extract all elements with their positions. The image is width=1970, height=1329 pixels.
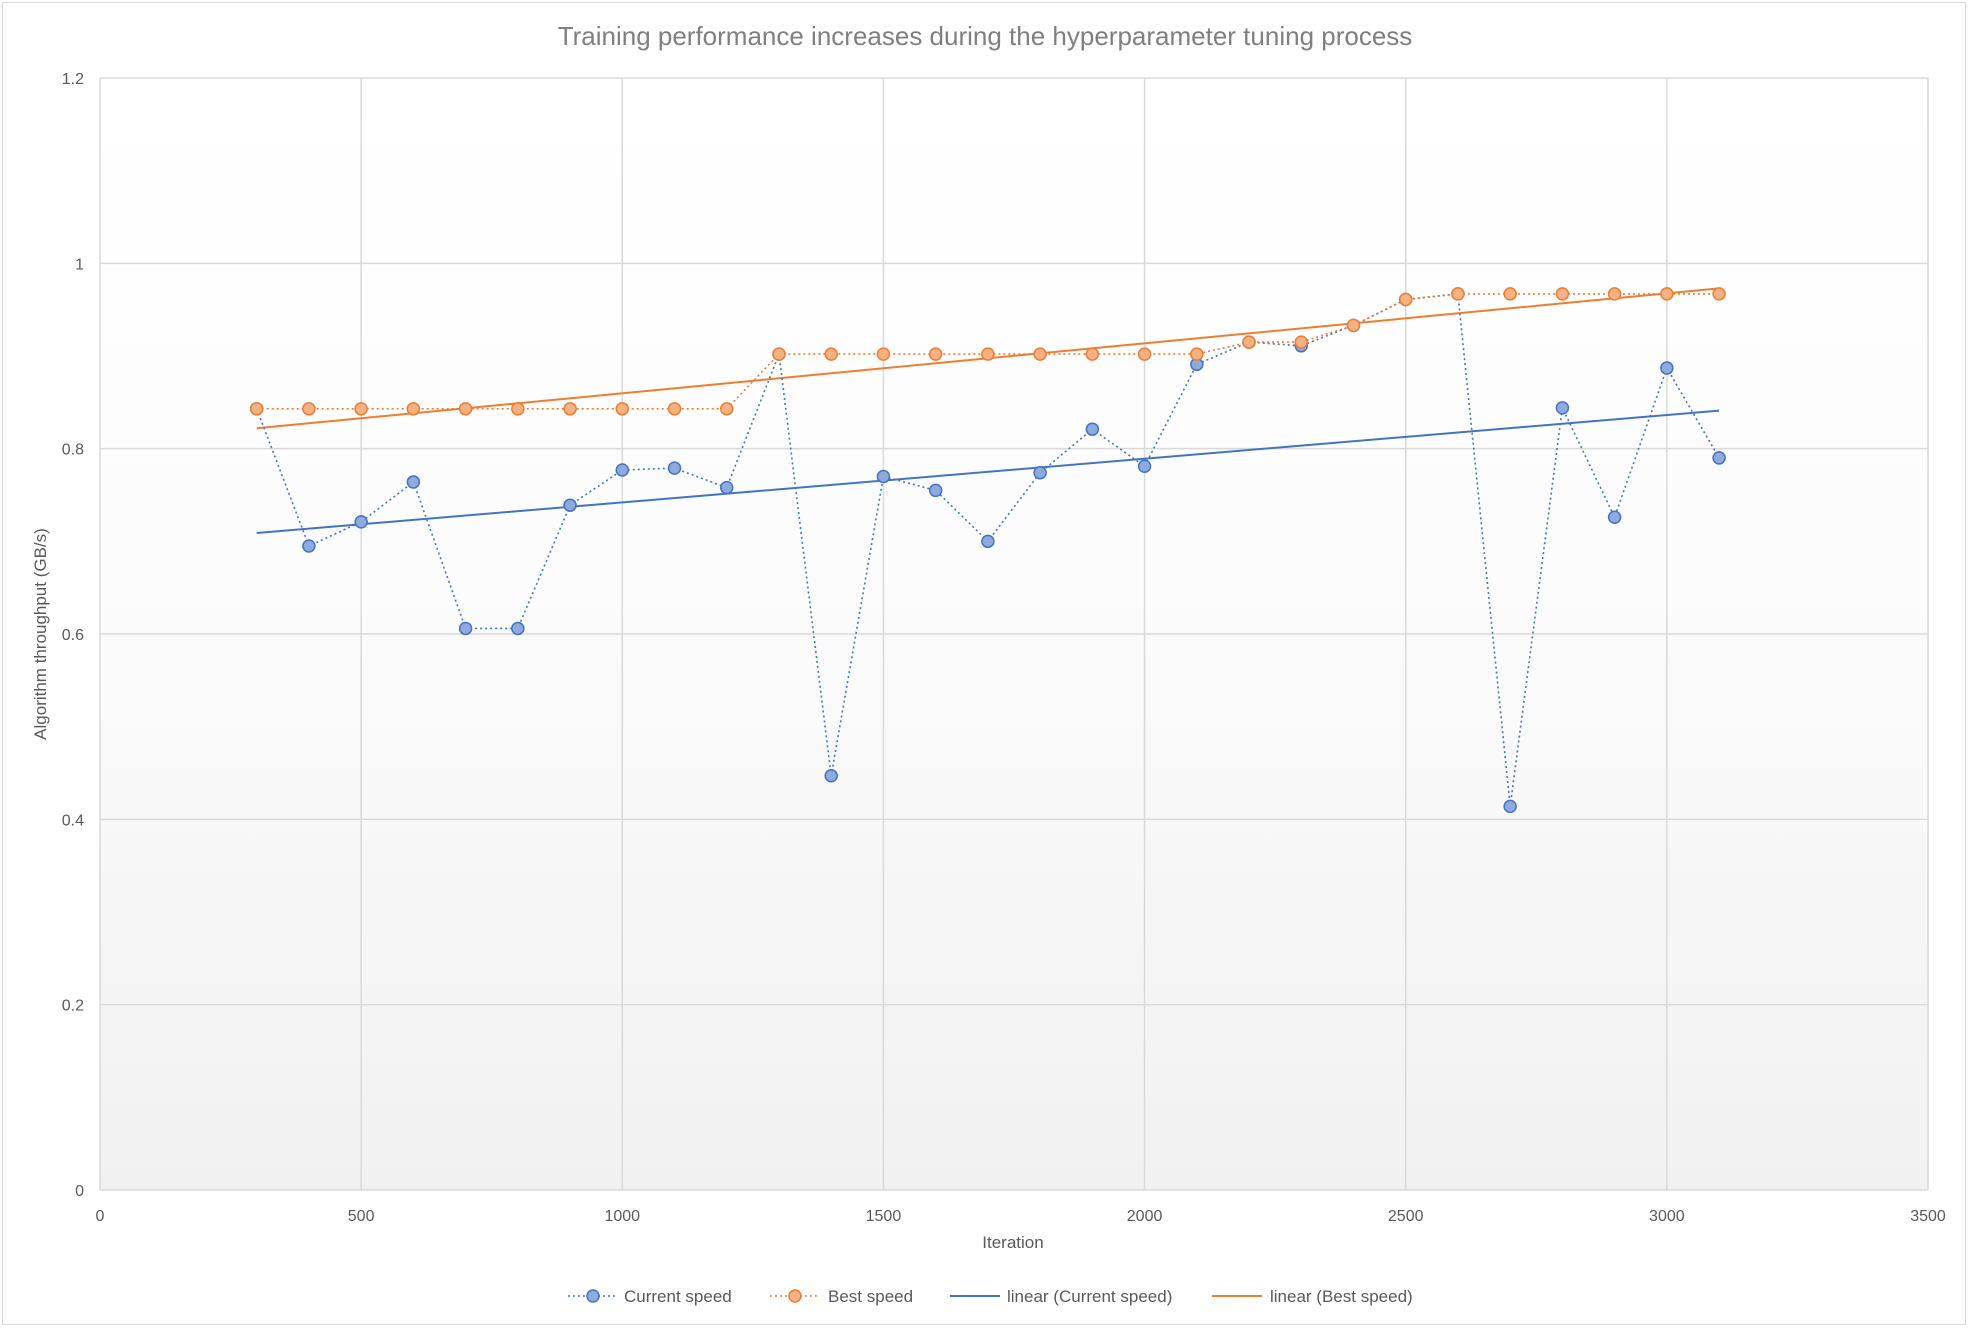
data-point-best-speed[interactable]: [772, 347, 786, 361]
data-point-best-speed[interactable]: [511, 402, 525, 416]
legend-item-best-speed[interactable]: Best speed: [770, 1287, 913, 1306]
legend-marker-best-speed: [788, 1289, 802, 1303]
data-point-current-speed[interactable]: [1660, 361, 1674, 375]
data-point-best-speed[interactable]: [981, 347, 995, 361]
data-point-best-speed[interactable]: [1294, 335, 1309, 349]
series-layer: [249, 287, 1726, 814]
legend-label-linear-best-speed: linear (Best speed): [1270, 1287, 1413, 1306]
legend-item-current-speed[interactable]: Current speed: [568, 1287, 732, 1306]
legend-marker-current-speed: [586, 1289, 600, 1303]
data-point-best-speed[interactable]: [876, 347, 891, 361]
y-tick-label: 0: [75, 1183, 84, 1200]
data-point-current-speed[interactable]: [667, 461, 682, 475]
data-point-best-speed[interactable]: [615, 402, 630, 416]
x-tick-label: 2000: [1127, 1208, 1163, 1225]
x-tick-label: 1500: [866, 1208, 902, 1225]
data-point-best-speed[interactable]: [928, 347, 943, 361]
data-point-best-speed[interactable]: [1085, 347, 1100, 361]
data-point-best-speed[interactable]: [458, 402, 473, 416]
x-tick-label: 500: [348, 1208, 375, 1225]
data-point-best-speed[interactable]: [1033, 347, 1047, 361]
data-point-best-speed[interactable]: [824, 347, 838, 361]
data-point-best-speed[interactable]: [1398, 292, 1413, 307]
x-tick-label: 2500: [1388, 1208, 1424, 1225]
data-point-current-speed[interactable]: [719, 480, 734, 495]
data-point-best-speed[interactable]: [1190, 347, 1204, 361]
y-tick-label: 1.2: [62, 71, 84, 88]
y-tick-label: 0.8: [62, 442, 84, 459]
y-tick-label: 0.2: [62, 998, 84, 1015]
data-point-best-speed[interactable]: [1451, 287, 1465, 301]
trendline-linear-current-speed: [256, 409, 1720, 534]
x-tick-label: 0: [96, 1208, 105, 1225]
data-point-current-speed[interactable]: [458, 621, 473, 636]
data-point-current-speed[interactable]: [302, 539, 316, 553]
x-tick-label: 3500: [1910, 1208, 1946, 1225]
x-tick-label: 3000: [1649, 1208, 1685, 1225]
data-point-current-speed[interactable]: [1085, 422, 1100, 436]
y-tick-label: 0.4: [62, 812, 84, 829]
data-point-current-speed[interactable]: [1503, 799, 1517, 814]
data-point-current-speed[interactable]: [1033, 466, 1047, 480]
data-point-best-speed[interactable]: [406, 402, 421, 416]
data-point-current-speed[interactable]: [406, 475, 421, 489]
data-point-best-speed[interactable]: [1607, 287, 1622, 301]
data-point-current-speed[interactable]: [1607, 510, 1622, 524]
data-point-current-speed[interactable]: [824, 769, 838, 783]
data-point-best-speed[interactable]: [1137, 347, 1152, 361]
gridlines: [99, 77, 1929, 1191]
data-point-current-speed[interactable]: [1555, 401, 1570, 415]
data-point-current-speed[interactable]: [563, 498, 577, 512]
data-point-best-speed[interactable]: [1242, 335, 1256, 349]
data-point-best-speed[interactable]: [354, 402, 368, 416]
data-point-best-speed[interactable]: [249, 402, 264, 416]
data-point-current-speed[interactable]: [981, 534, 995, 549]
y-axis-title: Algorithm throughput (GB/s): [31, 528, 50, 740]
data-point-best-speed[interactable]: [563, 402, 577, 416]
data-point-best-speed[interactable]: [302, 402, 316, 416]
x-axis-title: Iteration: [982, 1233, 1043, 1252]
data-point-best-speed[interactable]: [1346, 318, 1361, 333]
data-point-current-speed[interactable]: [876, 469, 891, 484]
data-point-current-speed[interactable]: [354, 515, 368, 529]
data-point-current-speed[interactable]: [615, 463, 630, 477]
data-point-best-speed[interactable]: [1555, 287, 1570, 301]
data-point-best-speed[interactable]: [719, 402, 734, 416]
legend-item-linear-current-speed[interactable]: linear (Current speed): [950, 1287, 1172, 1306]
legend-label-current-speed: Current speed: [624, 1287, 732, 1306]
data-point-best-speed[interactable]: [1660, 287, 1674, 301]
data-point-current-speed[interactable]: [511, 621, 525, 636]
data-point-best-speed[interactable]: [1503, 287, 1517, 301]
legend-label-best-speed: Best speed: [828, 1287, 913, 1306]
data-point-current-speed[interactable]: [1712, 451, 1726, 465]
legend: Current speed Best speed linear (Current…: [568, 1287, 1413, 1306]
chart-title: Training performance increases during th…: [558, 21, 1413, 51]
axis-labels: 0 0.2 0.4 0.6 0.8 1 1.2 0 500 1000 1500 2000 2500 300…: [62, 71, 1946, 1225]
data-point-current-speed[interactable]: [1137, 459, 1152, 474]
data-point-best-speed[interactable]: [1712, 287, 1726, 301]
legend-label-linear-current-speed: linear (Current speed): [1007, 1287, 1172, 1306]
x-tick-label: 1000: [604, 1208, 640, 1225]
y-tick-label: 1: [75, 256, 84, 273]
legend-item-linear-best-speed[interactable]: linear (Best speed): [1212, 1287, 1413, 1306]
data-point-best-speed[interactable]: [667, 402, 682, 416]
y-tick-label: 0.6: [62, 627, 84, 644]
data-point-current-speed[interactable]: [928, 483, 943, 498]
